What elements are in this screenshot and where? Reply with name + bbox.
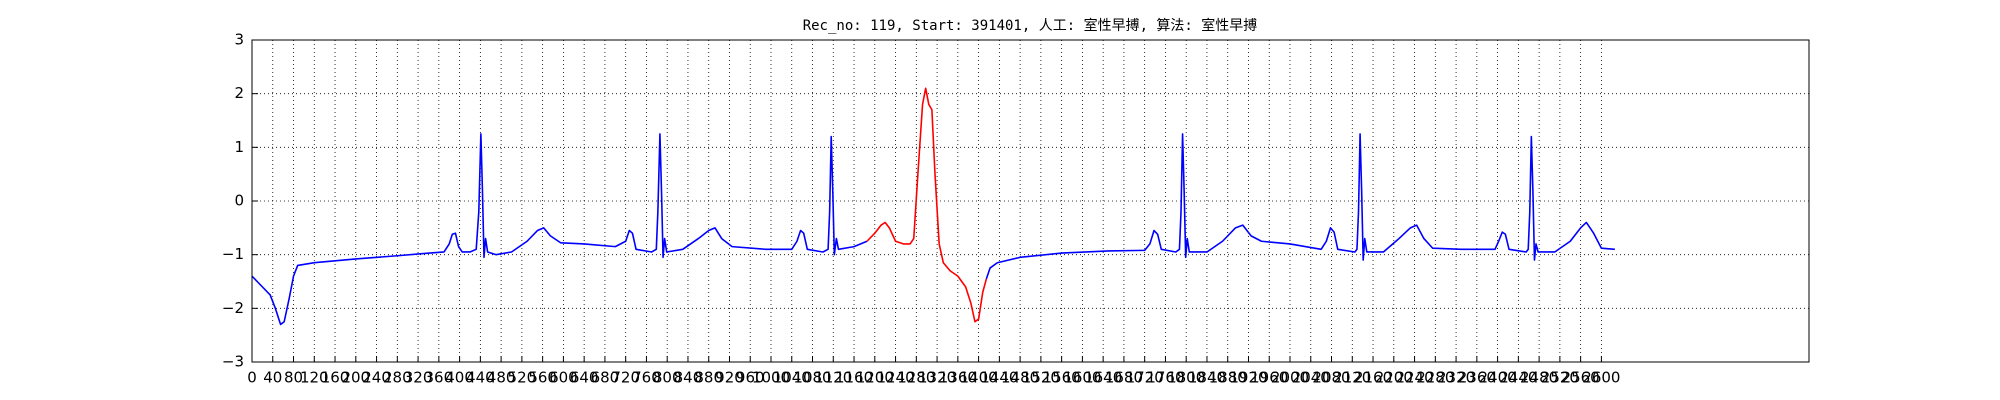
x-tick-label: 1320: [918, 369, 956, 387]
x-tick-label: 600: [549, 369, 578, 387]
x-tick-label: 240: [362, 369, 391, 387]
x-tick-label: 2600: [1582, 369, 1620, 387]
y-tick-label: −2: [222, 299, 244, 317]
x-tick-label: 1720: [1126, 369, 1164, 387]
x-tick-label: 1000: [752, 369, 790, 387]
plot-frame: [251, 39, 1810, 363]
x-tick-label: 1840: [1188, 369, 1226, 387]
x-tick-label: 1600: [1063, 369, 1101, 387]
x-tick-label: 160: [321, 369, 350, 387]
x-tick-label: 1640: [1084, 369, 1122, 387]
y-tick-label: 1: [234, 138, 244, 156]
x-tick-label: 480: [487, 369, 516, 387]
x-tick-label: 2320: [1437, 369, 1475, 387]
y-tick-label: −3: [222, 353, 244, 371]
x-tick-label: 1080: [793, 369, 831, 387]
x-tick-label: 2000: [1271, 369, 1309, 387]
x-tick-label: 400: [445, 369, 474, 387]
x-tick-label: 2280: [1416, 369, 1454, 387]
x-tick-label: 1040: [773, 369, 811, 387]
x-tick-label: 920: [715, 369, 744, 387]
x-tick-label: 1160: [835, 369, 873, 387]
x-tick-label: 1400: [960, 369, 998, 387]
x-tick-label: 880: [694, 369, 723, 387]
x-tick-label: 960: [736, 369, 765, 387]
x-tick-label: 2080: [1312, 369, 1350, 387]
x-tick-label: 1960: [1250, 369, 1288, 387]
x-tick-label: 800: [653, 369, 682, 387]
x-tick-label: 1920: [1229, 369, 1267, 387]
x-tick-label: 1520: [1022, 369, 1060, 387]
series-line: [866, 87, 988, 323]
x-tick-label: 1440: [980, 369, 1018, 387]
x-tick-label: 2120: [1333, 369, 1371, 387]
x-tick-label: 1480: [1001, 369, 1039, 387]
x-tick-label: 320: [404, 369, 433, 387]
x-tick-label: 520: [508, 369, 537, 387]
chart-title: Rec_no: 119, Start: 391401, 人工: 室性早搏, 算法…: [803, 17, 1258, 34]
x-tick-label: 2160: [1354, 369, 1392, 387]
x-tick-label: 2040: [1292, 369, 1330, 387]
x-tick-label: 2400: [1479, 369, 1517, 387]
x-tick-label: 2520: [1541, 369, 1579, 387]
x-tick-label: 680: [591, 369, 620, 387]
x-tick-label: 1200: [856, 369, 894, 387]
x-tick-label: 760: [632, 369, 661, 387]
x-tick-label: 640: [570, 369, 599, 387]
x-tick-label: 1560: [1043, 369, 1081, 387]
x-tick-label: 560: [528, 369, 557, 387]
x-tick-label: 80: [284, 369, 303, 387]
x-tick-label: 0: [247, 369, 257, 387]
series-line: [985, 133, 1615, 280]
x-tick-label: 840: [674, 369, 703, 387]
x-tick-label: 2560: [1562, 369, 1600, 387]
x-tick-label: 2200: [1375, 369, 1413, 387]
x-tick-label: 280: [383, 369, 412, 387]
y-tick-label: 3: [234, 31, 244, 49]
x-tick-label: 1120: [814, 369, 852, 387]
x-tick-label: 1360: [939, 369, 977, 387]
x-tick-label: 2480: [1520, 369, 1558, 387]
x-tick-label: 120: [300, 369, 329, 387]
x-tick-label: 1800: [1167, 369, 1205, 387]
x-tick-label: 1880: [1209, 369, 1247, 387]
x-tick-label: 2240: [1395, 369, 1433, 387]
x-tick-label: 1760: [1146, 369, 1184, 387]
y-tick-label: −1: [222, 245, 244, 263]
x-tick-label: 200: [341, 369, 370, 387]
x-tick-label: 1280: [897, 369, 935, 387]
x-tick-label: 2440: [1499, 369, 1537, 387]
x-tick-label: 360: [425, 369, 454, 387]
x-tick-label: 40: [263, 369, 282, 387]
x-tick-label: 1680: [1105, 369, 1143, 387]
y-tick-label: 0: [234, 192, 244, 210]
x-tick-label: 1240: [876, 369, 914, 387]
x-tick-label: 2360: [1458, 369, 1496, 387]
x-tick-label: 440: [466, 369, 495, 387]
series-line: [251, 133, 868, 326]
y-tick-label: 2: [234, 84, 244, 102]
x-tick-label: 720: [611, 369, 640, 387]
